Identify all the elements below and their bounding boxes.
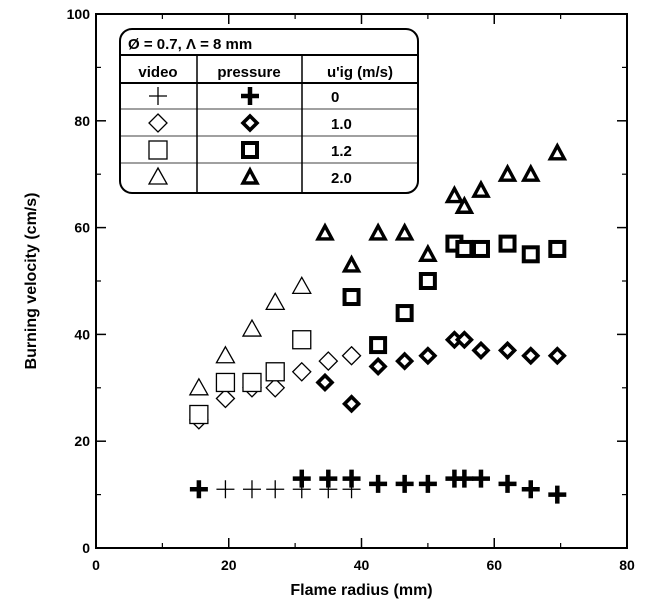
data-point-plus-thin: [242, 480, 261, 499]
legend-header-uig: u'ig (m/s): [327, 64, 393, 81]
legend-marker-square-bold: [241, 141, 259, 159]
data-point-triangle-bold: [418, 243, 438, 262]
data-point-triangle-bold: [315, 222, 335, 241]
data-point-square-bold: [471, 239, 490, 258]
y-tick-label: 80: [74, 113, 90, 129]
y-tick-label: 0: [82, 540, 90, 556]
data-point-triangle-bold: [454, 195, 475, 214]
data-point-plus-thin: [216, 480, 235, 499]
y-tick-label: 60: [74, 220, 90, 236]
data-point-diamond-thin: [341, 345, 362, 366]
legend-markers: [147, 87, 260, 185]
data-points: [188, 142, 568, 504]
data-point-plus-bold: [455, 469, 474, 488]
legend-marker-plus-bold: [241, 87, 259, 105]
data-point-triangle-bold: [547, 142, 568, 161]
data-point-plus-bold: [342, 469, 361, 488]
data-point-plus-bold: [395, 474, 414, 493]
data-point-square-bold: [418, 272, 437, 290]
data-point-triangle-bold: [368, 222, 388, 241]
data-point-square-bold: [498, 234, 517, 253]
y-tick-label: 100: [67, 6, 91, 22]
data-point-triangle-bold: [341, 254, 362, 273]
y-tick-label: 40: [74, 326, 90, 342]
data-point-diamond-bold: [547, 346, 567, 366]
data-point-square-bold: [548, 239, 567, 258]
data-point-diamond-bold: [521, 346, 541, 366]
data-point-square-bold: [521, 245, 540, 264]
data-point-square-thin: [215, 372, 236, 393]
x-tick-label: 40: [354, 557, 370, 573]
data-point-square-thin: [265, 362, 285, 382]
x-tick-label: 60: [486, 557, 502, 573]
legend-marker-diamond-bold: [240, 113, 260, 133]
data-point-plus-bold: [369, 474, 388, 493]
legend-marker-triangle-thin: [147, 166, 169, 185]
legend-marker-plus-thin: [149, 87, 167, 105]
data-point-diamond-bold: [395, 351, 415, 371]
data-point-square-bold: [455, 239, 474, 258]
data-point-square-thin: [189, 404, 209, 425]
data-point-plus-bold: [319, 469, 338, 488]
data-point-square-bold: [369, 336, 388, 355]
data-point-triangle-bold: [497, 163, 518, 182]
legend-header-video: video: [138, 64, 177, 81]
data-point-diamond-thin: [291, 361, 312, 382]
legend-header-pressure: pressure: [217, 64, 280, 81]
data-point-plus-bold: [548, 485, 567, 504]
data-point-diamond-bold: [418, 346, 438, 366]
legend-marker-diamond-thin: [148, 113, 168, 133]
legend-row-label: 1.0: [331, 116, 352, 133]
data-point-triangle-thin: [265, 292, 286, 311]
y-tick-label: 20: [74, 433, 90, 449]
data-point-triangle-thin: [291, 276, 312, 294]
legend-row-label: 2.0: [331, 170, 352, 187]
data-point-square-thin: [242, 372, 262, 393]
data-point-plus-bold: [292, 469, 311, 488]
legend-row-label: 1.2: [331, 143, 352, 160]
legend-title: Ø = 0.7, Λ = 8 mm: [128, 36, 252, 53]
data-point-plus-bold: [418, 474, 437, 493]
legend-marker-triangle-bold: [240, 166, 260, 185]
data-point-triangle-bold: [394, 222, 415, 241]
axes: 0 20 40 60 80 0 20 40 60 80 100 Flame radius (mm) Bu…: [23, 6, 635, 599]
legend-box: [119, 28, 419, 194]
data-point-square-bold: [395, 304, 414, 323]
data-point-diamond-bold: [315, 372, 335, 393]
data-point-triangle-bold: [520, 163, 541, 182]
data-point-diamond-bold: [471, 340, 491, 360]
data-point-square-bold: [342, 288, 361, 307]
data-point-diamond-bold: [454, 330, 474, 350]
data-point-triangle-bold: [471, 179, 491, 198]
data-point-triangle-thin: [215, 345, 236, 364]
data-point-diamond-bold: [341, 394, 362, 414]
x-axis-label: Flame radius (mm): [290, 582, 432, 599]
x-tick-label: 20: [221, 557, 237, 573]
data-point-triangle-thin: [241, 318, 263, 337]
legend-row-label: 0: [331, 89, 339, 106]
data-point-square-thin: [292, 330, 312, 350]
data-point-triangle-thin: [188, 377, 209, 396]
data-point-triangle-bold: [444, 184, 465, 204]
x-tick-label: 0: [92, 557, 100, 573]
data-point-plus-bold: [471, 469, 490, 488]
x-tick-label: 80: [619, 557, 635, 573]
data-point-diamond-thin: [215, 388, 236, 409]
data-point-plus-bold: [498, 474, 517, 493]
legend-marker-square-thin: [148, 140, 168, 160]
data-point-plus-bold: [521, 480, 540, 499]
data-point-plus-bold: [189, 480, 208, 499]
y-axis-label: Burning velocity (cm/s): [23, 193, 40, 370]
legend: Ø = 0.7, Λ = 8 mm video pressure u'ig (m…: [119, 28, 419, 194]
data-point-diamond-bold: [497, 340, 518, 360]
data-point-diamond-thin: [318, 351, 339, 372]
data-point-diamond-thin: [265, 377, 286, 398]
data-point-diamond-bold: [368, 356, 388, 376]
data-point-plus-thin: [266, 480, 285, 499]
